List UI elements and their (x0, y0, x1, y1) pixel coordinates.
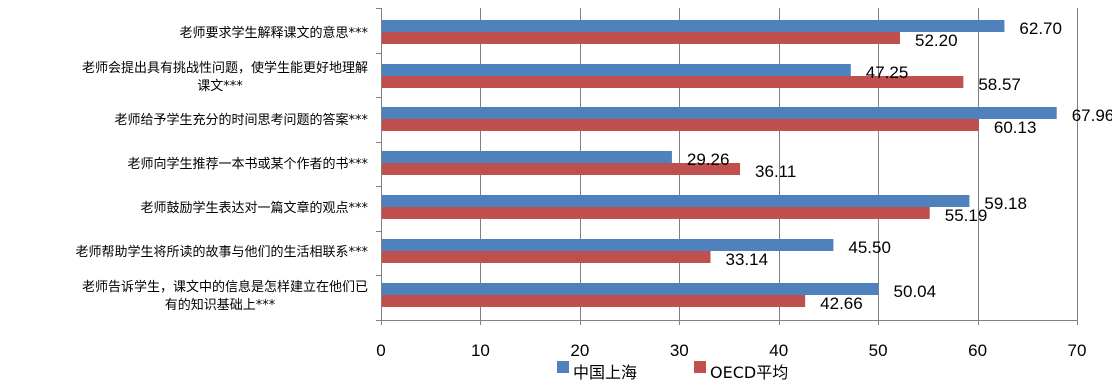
category-label: 课文*** (197, 79, 243, 94)
category-label: 有的知识基础上*** (165, 297, 276, 313)
x-tick-label: 20 (570, 341, 589, 360)
bar-oecd (382, 295, 806, 307)
category-label: 老师帮助学生将所读的故事与他们的生活相联系*** (75, 244, 368, 260)
data-label: 59.18 (984, 194, 1027, 213)
bar-shanghai (382, 107, 1057, 119)
legend-label-shanghai: 中国上海 (573, 363, 637, 382)
x-tick-label: 30 (670, 341, 689, 360)
data-label: 33.14 (726, 250, 769, 269)
data-label: 29.26 (687, 150, 730, 169)
data-label: 42.66 (820, 294, 863, 313)
legend-swatch-oecd (694, 361, 706, 373)
bar-shanghai (382, 239, 834, 251)
category-label: 老师要求学生解释课文的意思*** (179, 25, 368, 41)
data-label: 36.11 (755, 162, 796, 181)
legend-label-oecd: OECD平均 (710, 363, 788, 382)
data-label: 52.20 (915, 31, 958, 50)
data-label: 45.50 (848, 238, 891, 257)
x-tick-labels: 0 10 20 30 40 50 60 70 (376, 341, 1086, 360)
x-tick-label: 70 (1068, 341, 1087, 360)
x-tick-label: 10 (471, 341, 490, 360)
bar-oecd (382, 32, 901, 44)
category-label: 老师鼓励学生表达对一篇文章的观点*** (140, 200, 368, 216)
category-label: 老师告诉学生，课文中的信息是怎样建立在他们已 (82, 279, 368, 295)
bar-shanghai (382, 195, 970, 207)
category-labels: 老师要求学生解释课文的意思*** 老师会提出具有挑战性问题，使学生能更好地理解课文… (75, 25, 368, 313)
bar-oecd (382, 207, 930, 219)
bar-oecd (382, 163, 741, 175)
data-label: 50.04 (894, 282, 937, 301)
category-label: 老师给予学生充分的时间思考问题的答案*** (114, 112, 368, 128)
bar-shanghai (382, 151, 672, 163)
data-label: 58.57 (978, 75, 1021, 94)
bar-shanghai (382, 20, 1005, 32)
axes (376, 8, 1078, 325)
legend: 中国上海 OECD平均 (557, 361, 788, 382)
bar-shanghai (382, 283, 879, 295)
data-label: 47.25 (866, 63, 909, 82)
data-label: 60.13 (994, 118, 1037, 137)
x-tick-label: 50 (869, 341, 888, 360)
data-label: 62.70 (1019, 19, 1062, 38)
x-tick-label: 0 (376, 341, 385, 360)
category-label: 老师会提出具有挑战性问题，使学生能更好地理解 (82, 60, 368, 76)
data-labels: 62.70 47.25 67.96 29.26 59.18 45.50 50.04 52.20… (687, 19, 1112, 313)
bar-shanghai (382, 64, 851, 76)
legend-swatch-shanghai (557, 361, 569, 373)
data-label: 67.96 (1072, 106, 1112, 125)
category-label: 老师向学生推荐一本书或某个作者的书*** (127, 156, 368, 172)
bar-oecd (382, 76, 964, 88)
bars (382, 20, 1057, 307)
x-tick-label: 60 (968, 341, 987, 360)
bar-oecd (382, 119, 979, 131)
bar-oecd (382, 251, 711, 263)
x-tick-label: 40 (769, 341, 788, 360)
data-label: 55.19 (945, 206, 988, 225)
